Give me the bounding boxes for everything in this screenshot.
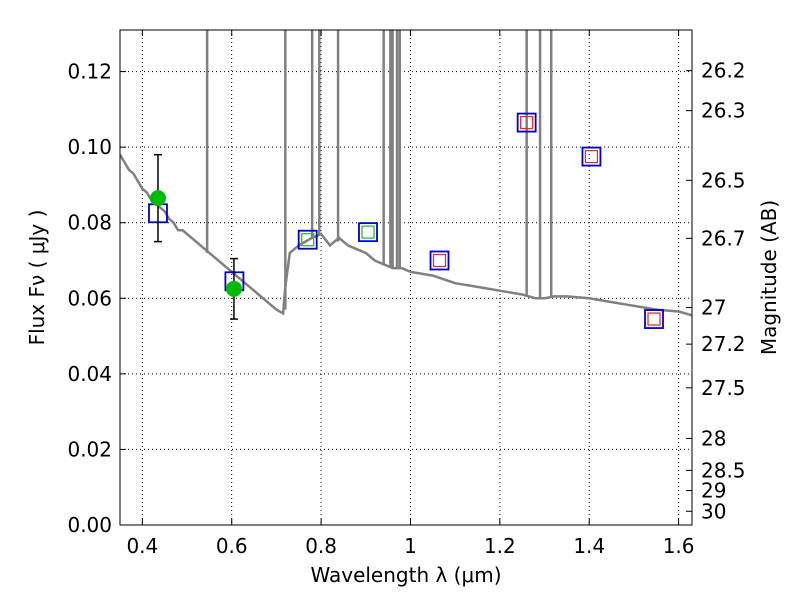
y2-tick-label: 28 [701, 426, 726, 450]
model-band-box [581, 146, 602, 167]
y-tick-label: 0.10 [67, 135, 112, 159]
y-axis-label: Flux Fν ( μJy ) [25, 210, 49, 346]
y2-tick-label: 26.5 [701, 168, 746, 192]
y-tick-label: 0.08 [67, 211, 112, 235]
x-tick-label: 1.6 [663, 534, 695, 558]
photometry-markers [148, 112, 664, 329]
y2-tick-label: 28.5 [701, 458, 746, 482]
y2-tick-label: 26.3 [701, 99, 746, 123]
model-band-box [516, 112, 537, 133]
y2-tick-label: 27.2 [701, 332, 746, 356]
y2-tick-label: 30 [701, 499, 726, 523]
y2-tick-label: 26.7 [701, 226, 746, 250]
band-box-inner [301, 233, 315, 247]
model-band-box [429, 250, 450, 271]
x-tick-label: 1 [404, 534, 417, 558]
band-box-inner [584, 149, 599, 164]
observed-point [225, 280, 242, 297]
observed-point [149, 190, 166, 207]
y2-tick-label: 26.2 [701, 59, 746, 83]
x-tick-label: 1.4 [573, 534, 605, 558]
y2-tick-label: 27.5 [701, 376, 746, 400]
y2-tick-label: 27 [701, 296, 726, 320]
x-tick-label: 0.4 [126, 534, 158, 558]
y2-axis-label: Magnitude (AB) [757, 200, 781, 355]
y-tick-label: 0.04 [67, 362, 112, 386]
x-axis-label: Wavelength λ (μm) [310, 563, 501, 587]
model-band-box [297, 229, 318, 250]
band-box-inner [361, 225, 375, 239]
axis-ticks: 0.4 0.6 0.8 1 1.2 1.4 1.6 0.00 0.02 0.04 0.06 0.08 0… [67, 30, 746, 558]
model-band-box [644, 309, 664, 329]
grid-lines [120, 30, 692, 526]
model-spectrum [120, 30, 692, 317]
y-tick-label: 0.02 [67, 437, 112, 461]
band-box-inner [432, 253, 447, 268]
model-band-box [358, 222, 378, 243]
y-tick-label: 0.06 [67, 286, 112, 310]
y-tick-label: 0.00 [67, 513, 112, 537]
y-tick-label: 0.12 [67, 60, 112, 84]
x-tick-label: 0.8 [305, 534, 337, 558]
x-tick-label: 1.2 [484, 534, 516, 558]
band-box-inner [520, 115, 534, 130]
model-spectrum-line [120, 154, 692, 317]
x-tick-label: 0.6 [216, 534, 248, 558]
band-box-inner [647, 312, 661, 326]
plot-frame [119, 29, 693, 526]
y2-tick-label: 29 [701, 479, 726, 503]
